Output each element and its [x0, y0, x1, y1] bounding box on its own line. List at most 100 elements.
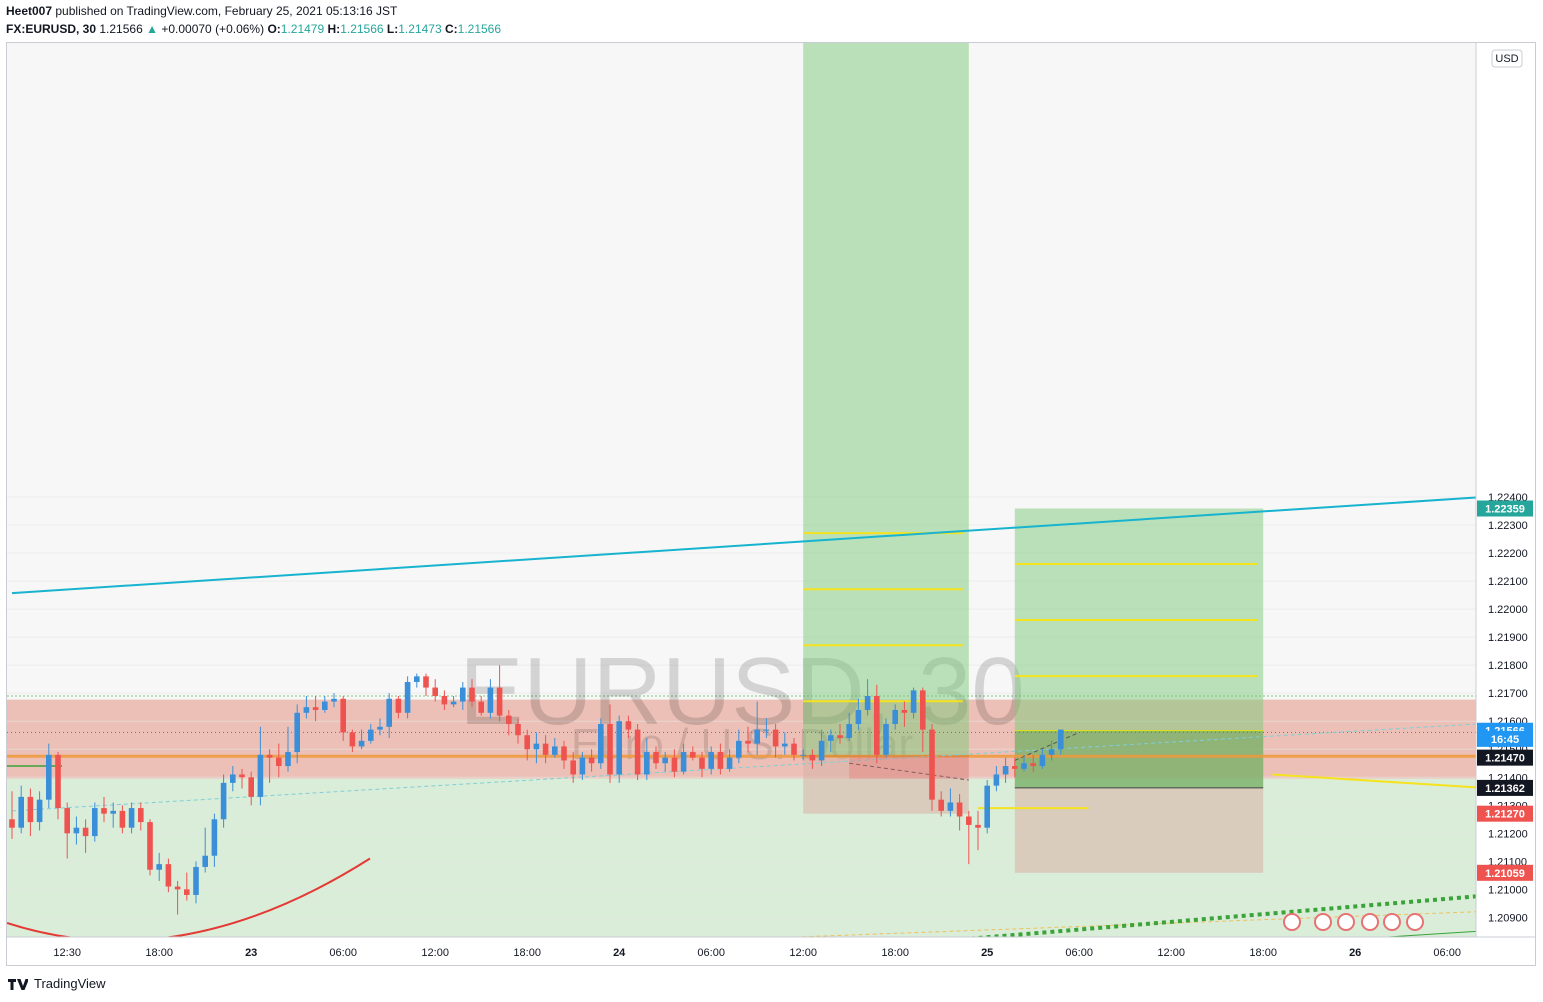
- y-tick-label: 1.22100: [1488, 576, 1528, 588]
- candle-body: [294, 712, 300, 753]
- y-tick-label: 1.21900: [1488, 632, 1528, 644]
- x-tick-label: 18:00: [1249, 947, 1277, 959]
- candle-body: [138, 808, 144, 823]
- candle-body: [276, 757, 282, 767]
- x-tick-label: 25: [981, 947, 993, 959]
- x-tick-label: 23: [245, 947, 257, 959]
- candle-body: [460, 687, 466, 702]
- candle-body: [938, 799, 944, 811]
- candle-body: [616, 721, 622, 775]
- candle-body: [828, 735, 834, 741]
- candle-body: [128, 808, 135, 828]
- x-tick-label: 12:00: [789, 947, 817, 959]
- candle-body: [368, 729, 374, 741]
- candle-body: [625, 721, 632, 730]
- candle-body: [993, 774, 1000, 786]
- candle-body: [450, 701, 457, 705]
- projection-arrow: [849, 762, 969, 781]
- symbol-name[interactable]: FX:EURUSD, 30: [6, 22, 97, 36]
- candle-body: [36, 799, 43, 823]
- candle-body: [745, 740, 751, 744]
- candle-body: [9, 819, 15, 828]
- candle-body: [110, 810, 116, 814]
- candle-body: [101, 808, 107, 814]
- y-tick-label: 1.21800: [1488, 660, 1528, 672]
- candle-body: [27, 796, 34, 823]
- last-price: 1.21566: [99, 22, 143, 36]
- high-label: H:: [327, 22, 341, 36]
- candle-body: [331, 698, 337, 702]
- candle-body: [147, 822, 153, 870]
- candle-body: [607, 724, 613, 775]
- candle-body: [414, 676, 420, 682]
- x-tick-label: 06:00: [1433, 947, 1461, 959]
- candle-body: [165, 864, 172, 887]
- candle-body: [901, 709, 908, 713]
- tradingview-logo-icon: [8, 978, 28, 990]
- candle-body: [809, 754, 816, 761]
- candle-body: [1048, 749, 1055, 755]
- low-value: 1.21473: [398, 22, 442, 36]
- candle-body: [119, 810, 126, 828]
- candle-body: [956, 802, 963, 817]
- high-value: 1.21566: [340, 22, 384, 36]
- green-thin-line: [1380, 930, 1476, 937]
- economic-event-icon: [1383, 913, 1401, 931]
- candle-body: [82, 827, 89, 837]
- published-text: published on TradingView.com, February 2…: [55, 4, 398, 18]
- candle-body: [561, 746, 567, 761]
- candle-body: [653, 752, 659, 764]
- candle-body: [285, 752, 291, 767]
- x-tick-label: 12:30: [53, 947, 81, 959]
- candle-body: [46, 754, 52, 800]
- candle-body: [883, 724, 889, 755]
- candle-body: [55, 754, 61, 809]
- economic-event-icon: [1361, 913, 1379, 931]
- candle-body: [257, 754, 264, 797]
- price-tag-label: 16:45: [1491, 734, 1519, 746]
- symbol-ohlc-bar: FX:EURUSD, 30 1.21566 ▲ +0.00070 (+0.06%…: [6, 22, 501, 36]
- candle-body: [266, 754, 273, 758]
- chart-frame[interactable]: [6, 42, 1536, 966]
- y-tick-label: 1.22200: [1488, 548, 1528, 560]
- currency-badge: [1491, 49, 1523, 68]
- x-tick-label: 06:00: [329, 947, 357, 959]
- candle-body: [966, 816, 972, 825]
- candle-body: [395, 698, 402, 713]
- price-tag: [1477, 805, 1533, 822]
- price-tag: [1477, 730, 1533, 747]
- candle-body: [1012, 766, 1018, 769]
- candle-body: [671, 757, 678, 772]
- candle-body: [570, 760, 576, 775]
- candle-body: [506, 715, 512, 725]
- y-tick-label: 1.22300: [1488, 520, 1528, 532]
- x-tick-label: 26: [1349, 947, 1361, 959]
- close-value: 1.21566: [457, 22, 502, 36]
- candle-body: [340, 698, 346, 733]
- candle-body: [303, 707, 310, 713]
- open-value: 1.21479: [280, 22, 325, 36]
- candle-body: [837, 735, 843, 739]
- candle-body: [524, 735, 530, 750]
- candle-body: [202, 855, 208, 867]
- publisher-name[interactable]: Heet007: [6, 4, 53, 18]
- candle-body: [690, 752, 696, 758]
- candle-body: [708, 752, 714, 769]
- publish-info: Heet007 published on TradingView.com, Fe…: [6, 4, 397, 18]
- candle-body: [349, 732, 356, 747]
- yellow-descending: [1272, 773, 1476, 789]
- candle-body: [680, 752, 687, 772]
- candle-body: [1039, 754, 1046, 767]
- candle-body: [772, 729, 779, 747]
- candle-body: [478, 701, 484, 713]
- price-tag-label: 1.22359: [1485, 503, 1525, 515]
- economic-event-icon: [1337, 913, 1355, 931]
- candle-body: [892, 709, 898, 725]
- x-tick-label: 24: [613, 947, 626, 959]
- x-tick-label: 06:00: [1065, 947, 1093, 959]
- candle-body: [818, 740, 825, 761]
- footer-brand[interactable]: TradingView: [34, 976, 106, 991]
- candle-body: [220, 782, 227, 820]
